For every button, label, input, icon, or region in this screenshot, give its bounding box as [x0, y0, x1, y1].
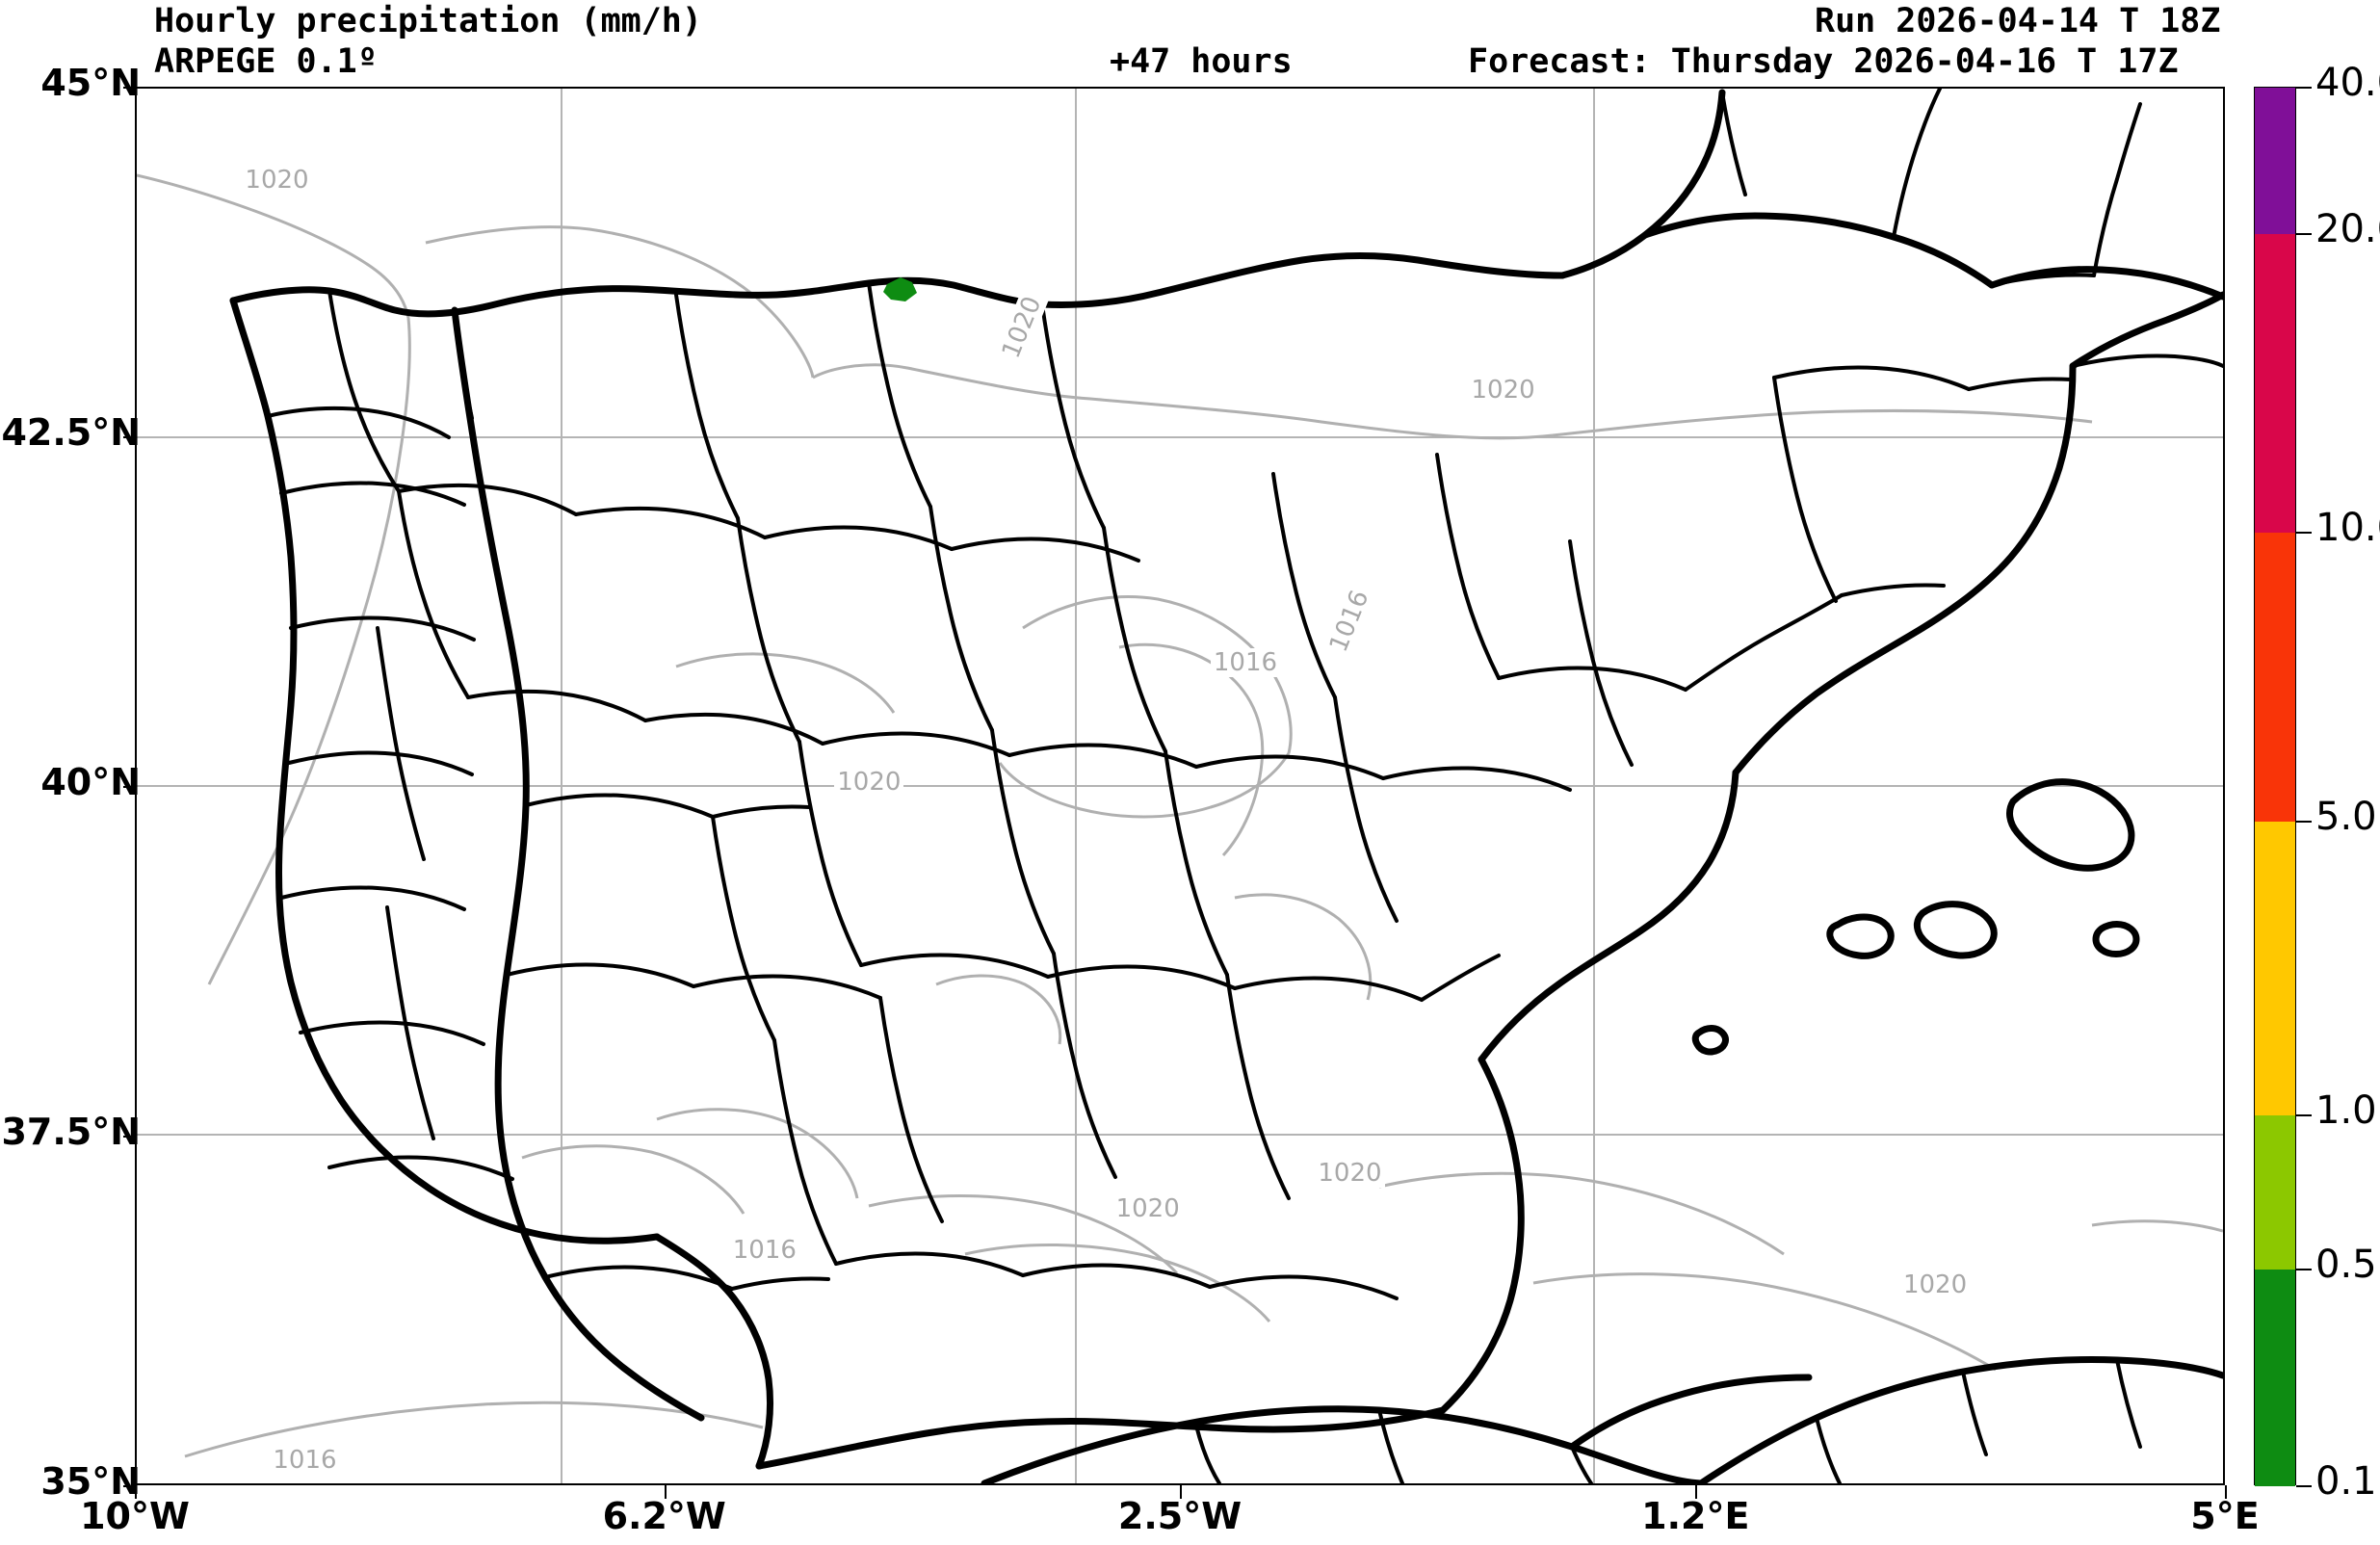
isobar-label: 1020 — [834, 767, 904, 797]
colorbar-tick-mark — [2296, 531, 2312, 534]
colorbar-segment — [2255, 88, 2295, 235]
latitude-tick-label: 40°N — [40, 761, 141, 803]
precip-patch-cantabria — [883, 277, 917, 301]
province-boundaries — [266, 89, 2223, 1483]
latitude-tick-label: 42.5°N — [1, 411, 141, 454]
latitude-tick-mark — [123, 1136, 137, 1138]
lead-time-label: +47 hours — [1110, 42, 1293, 81]
coastline-borders — [229, 89, 2223, 1483]
colorbar-tick-mark — [2296, 1268, 2312, 1270]
colorbar-tick-mark — [2296, 1485, 2312, 1487]
latitude-tick-mark — [123, 786, 137, 788]
longitude-tick-mark — [664, 1485, 667, 1499]
latitude-tick-label: 37.5°N — [1, 1111, 141, 1153]
isobar-contours — [137, 173, 2223, 1458]
isobar-label: 1016 — [729, 1236, 799, 1266]
longitude-tick-mark — [2225, 1485, 2227, 1499]
latitude-tick-mark — [123, 1485, 137, 1487]
chart-header: Hourly precipitation (mm/h) ARPEGE 0.1º … — [0, 0, 2380, 89]
colorbar-segment — [2255, 234, 2295, 533]
colorbar-tick-mark — [2296, 821, 2312, 824]
isobar-label: 1020 — [1899, 1270, 1971, 1300]
colorbar-segment — [2255, 532, 2295, 823]
longitude-tick-label: 6.2°W — [602, 1495, 726, 1537]
colorbar-tick-label: 0.1 — [2315, 1459, 2377, 1504]
model-label: ARPEGE 0.1º — [154, 42, 378, 81]
colorbar-tick-mark — [2296, 233, 2312, 236]
colorbar-segment — [2255, 1115, 2295, 1270]
colorbar-segment — [2255, 822, 2295, 1116]
longitude-tick-mark — [1180, 1485, 1182, 1499]
forecast-valid-label: Forecast: Thursday 2026-04-16 T 17Z — [1468, 42, 2179, 81]
longitude-tick-mark — [1695, 1485, 1698, 1499]
precipitation-colorbar[interactable] — [2254, 87, 2296, 1486]
page-title: Hourly precipitation (mm/h) — [154, 2, 702, 40]
precipitation-field — [883, 277, 917, 301]
isobar-label: 1016 — [270, 1445, 340, 1475]
latitude-tick-mark — [123, 436, 137, 438]
longitude-tick-mark — [135, 1485, 137, 1499]
isobar-label: 1020 — [1112, 1193, 1183, 1223]
colorbar-tick-label: 0.5 — [2315, 1242, 2377, 1287]
latitude-tick-label: 35°N — [40, 1460, 141, 1503]
colorbar-tick-label: 1.0 — [2315, 1088, 2377, 1134]
colorbar-segment — [2255, 1269, 2295, 1486]
longitude-tick-label: 1.2°E — [1641, 1495, 1750, 1537]
isobar-label: 1020 — [242, 166, 312, 196]
colorbar-tick-label: 10.0 — [2315, 505, 2380, 550]
run-datetime-label: Run 2026-04-14 T 18Z — [1815, 2, 2221, 40]
longitude-tick-label: 10°W — [80, 1495, 190, 1537]
isobar-label: 1020 — [1315, 1159, 1385, 1189]
colorbar-tick-label: 20.0 — [2315, 207, 2380, 252]
isobar-label: 1020 — [1468, 376, 1538, 406]
graticule-grid — [137, 89, 2223, 1483]
colorbar-tick-label: 40.0 — [2315, 61, 2380, 105]
colorbar-tick-mark — [2296, 87, 2312, 89]
map-canvas — [137, 89, 2223, 1483]
latitude-tick-label: 45°N — [40, 62, 141, 104]
map-plot-area: 1020 1020 1020 1016 1016 1020 1020 1020 1016 1020… — [135, 87, 2225, 1485]
isobar-label: 1016 — [1210, 648, 1281, 678]
colorbar-tick-label: 5.0 — [2315, 795, 2377, 840]
longitude-tick-label: 2.5°W — [1117, 1495, 1242, 1537]
latitude-tick-mark — [123, 87, 137, 89]
colorbar-tick-mark — [2296, 1114, 2312, 1117]
longitude-tick-label: 5°E — [2190, 1495, 2260, 1537]
